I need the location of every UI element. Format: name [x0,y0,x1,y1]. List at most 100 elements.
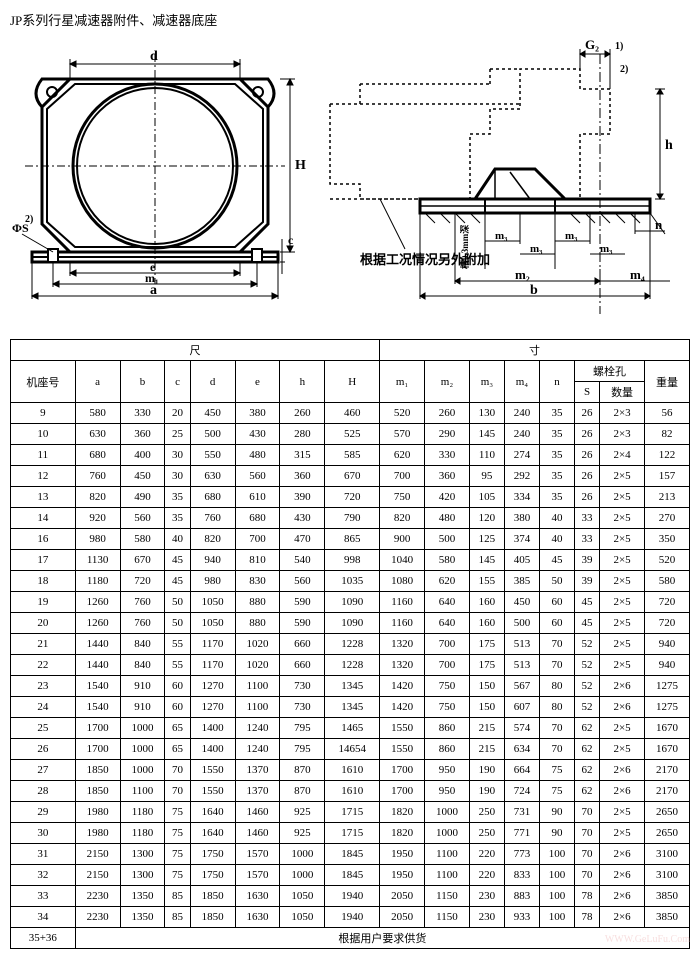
table-cell: 2050 [380,907,425,928]
dim-a: a [150,283,157,298]
table-cell: 1180 [120,802,165,823]
table-cell: 560 [235,466,280,487]
col-m2: m₂ [425,361,470,403]
table-cell: 19 [11,592,76,613]
table-cell: 62 [574,718,599,739]
table-cell: 2170 [645,760,690,781]
table-cell: 1940 [325,907,380,928]
dim-b: b [530,283,538,298]
table-cell: 580 [645,571,690,592]
table-cell: 1260 [75,592,120,613]
table-cell: 500 [190,424,235,445]
table-cell: 260 [425,403,470,424]
table-cell: 2150 [75,844,120,865]
table-cell: 1050 [280,907,325,928]
table-cell: 1700 [75,739,120,760]
col-weight: 重量 [645,361,690,403]
table-cell: 950 [425,760,470,781]
table-cell: 750 [380,487,425,508]
table-row: 3019801180751640146092517151820100025077… [11,823,690,844]
table-cell: 810 [235,550,280,571]
table-cell: 70 [574,802,599,823]
table-cell: 480 [235,445,280,466]
table-cell: 10 [11,424,76,445]
table-cell: 274 [504,445,539,466]
table-cell: 750 [425,676,470,697]
table-cell: 28 [11,781,76,802]
table-cell: 570 [380,424,425,445]
table-cell: 860 [425,739,470,760]
table-cell: 940 [190,550,235,571]
table-row: 106303602550043028052557029014524035262×… [11,424,690,445]
table-cell: 390 [280,487,325,508]
table-cell: 724 [504,781,539,802]
table-cell: 1080 [380,571,425,592]
table-cell: 75 [165,823,190,844]
table-cell: 29 [11,802,76,823]
table-cell: 1460 [235,802,280,823]
table-cell: 16 [11,529,76,550]
table-cell: 62 [574,739,599,760]
table-cell: 925 [280,823,325,844]
table-cell: 33 [574,508,599,529]
table-cell: 30 [11,823,76,844]
table-cell: 720 [120,571,165,592]
col-b: b [120,361,165,403]
table-cell: 85 [165,886,190,907]
table-cell: 39 [574,550,599,571]
table-cell: 500 [504,613,539,634]
table-cell: 2×6 [600,844,645,865]
table-cell: 830 [235,571,280,592]
table-cell: 380 [235,403,280,424]
table-row: 3422301350851850163010501940205011502309… [11,907,690,928]
table-cell: 840 [120,634,165,655]
table-cell: 420 [425,487,470,508]
table-cell: 70 [539,739,574,760]
col-m4: m₄ [504,361,539,403]
table-cell: 1000 [120,739,165,760]
table-cell: 150 [469,676,504,697]
dim-m2: m₂ [515,267,530,282]
table-cell: 513 [504,634,539,655]
table-cell: 1370 [235,781,280,802]
table-cell: 155 [469,571,504,592]
table-cell: 3850 [645,907,690,928]
table-cell: 2×5 [600,802,645,823]
table-cell: 660 [280,634,325,655]
table-cell: 23 [11,676,76,697]
dim-m3d: m₃ [600,243,613,255]
table-cell: 1345 [325,697,380,718]
table-cell: 31 [11,844,76,865]
table-cell: 771 [504,823,539,844]
table-cell: 790 [325,508,380,529]
table-cell: 60 [165,676,190,697]
table-cell: 45 [574,592,599,613]
table-cell: 360 [120,424,165,445]
table-cell: 215 [469,718,504,739]
table-cell: 670 [325,466,380,487]
col-jizuo: 机座号 [11,361,76,403]
table-row: 2718501000701550137087016101700950190664… [11,760,690,781]
table-cell: 2×5 [600,613,645,634]
table-cell: 190 [469,760,504,781]
table-cell: 1610 [325,760,380,781]
table-cell: 1465 [325,718,380,739]
col-m1: m₁ [380,361,425,403]
table-cell: 1050 [280,886,325,907]
dim-h: h [665,138,673,153]
table-cell: 90 [539,802,574,823]
col-e: e [235,361,280,403]
dim-G2: G₂ [585,37,599,52]
table-cell: 26 [574,424,599,445]
table-cell: 25 [165,424,190,445]
table-cell: 40 [539,508,574,529]
dim-m3a: m₃ [495,230,508,242]
table-cell: 1700 [75,718,120,739]
table-cell: 640 [425,592,470,613]
table-cell: 175 [469,634,504,655]
table-cell: 240 [504,403,539,424]
table-row: 12760450306305603606707003609529235262×5… [11,466,690,487]
table-cell: 760 [190,508,235,529]
table-cell: 13 [11,487,76,508]
table-cell: 27 [11,760,76,781]
